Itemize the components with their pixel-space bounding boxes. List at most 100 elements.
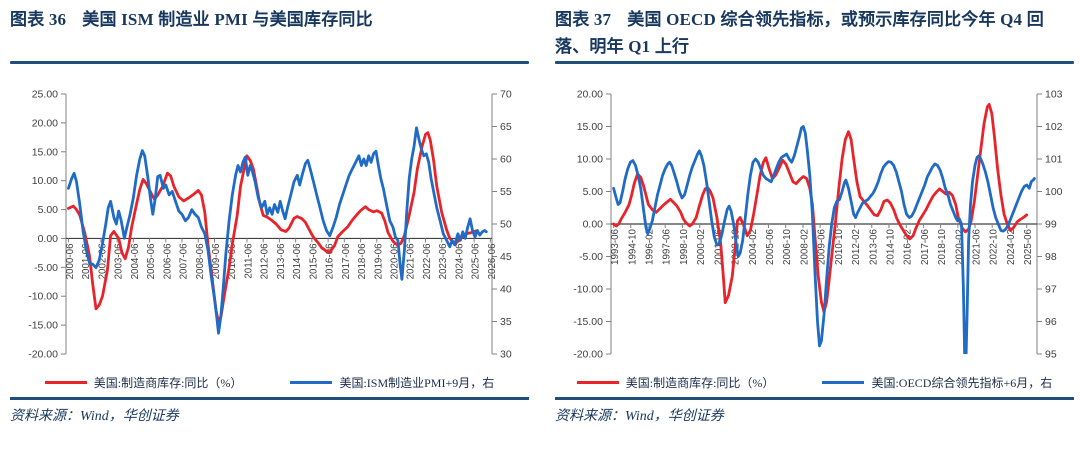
svg-text:2004-02: 2004-02 bbox=[748, 229, 759, 265]
svg-text:98: 98 bbox=[1045, 251, 1057, 263]
svg-text:2013-06: 2013-06 bbox=[276, 243, 287, 280]
svg-text:40: 40 bbox=[500, 284, 512, 296]
svg-text:-10.00: -10.00 bbox=[28, 291, 58, 303]
svg-text:2021-06: 2021-06 bbox=[406, 243, 417, 280]
red-line-swatch-icon bbox=[576, 380, 619, 384]
svg-text:2001-06: 2001-06 bbox=[81, 243, 92, 280]
svg-text:-15.00: -15.00 bbox=[573, 316, 603, 328]
svg-text:2009-06: 2009-06 bbox=[817, 228, 828, 265]
svg-text:2015-06: 2015-06 bbox=[308, 243, 319, 280]
red-line-swatch-icon bbox=[44, 380, 87, 384]
svg-text:2000-02: 2000-02 bbox=[696, 229, 707, 265]
svg-text:25.00: 25.00 bbox=[32, 89, 58, 101]
svg-text:20.00: 20.00 bbox=[32, 117, 58, 129]
svg-text:2012-06: 2012-06 bbox=[260, 243, 271, 280]
figure-title-text: 美国 ISM 制造业 PMI 与美国库存同比 bbox=[82, 10, 373, 29]
bottom-divider bbox=[10, 397, 529, 400]
svg-text:2018-10: 2018-10 bbox=[937, 228, 948, 265]
svg-text:99: 99 bbox=[1045, 219, 1057, 231]
svg-text:1993-06: 1993-06 bbox=[610, 228, 621, 265]
svg-text:2005-06: 2005-06 bbox=[146, 243, 157, 280]
svg-text:2026-06: 2026-06 bbox=[487, 243, 498, 280]
svg-text:0.00: 0.00 bbox=[583, 219, 604, 231]
svg-text:2014-10: 2014-10 bbox=[885, 228, 896, 265]
svg-text:30: 30 bbox=[500, 349, 512, 361]
legend-label: 美国:制造商库存:同比（%） bbox=[625, 375, 775, 390]
svg-text:2013-06: 2013-06 bbox=[868, 228, 879, 265]
svg-text:15.00: 15.00 bbox=[32, 146, 58, 158]
svg-text:2023-06: 2023-06 bbox=[438, 243, 449, 280]
svg-text:2016-06: 2016-06 bbox=[325, 243, 336, 280]
svg-text:2005-06: 2005-06 bbox=[765, 228, 776, 265]
svg-text:2018-06: 2018-06 bbox=[357, 243, 368, 280]
svg-text:10.00: 10.00 bbox=[577, 154, 603, 166]
chart-legend: 美国:制造商库存:同比（%） 美国:OECD综合领先指标+6月，右 bbox=[555, 372, 1074, 392]
svg-text:2020-06: 2020-06 bbox=[390, 243, 401, 280]
svg-text:101: 101 bbox=[1045, 154, 1063, 166]
svg-text:65: 65 bbox=[500, 121, 512, 133]
source-note: 资料来源：Wind，华创证券 bbox=[555, 409, 724, 424]
svg-text:97: 97 bbox=[1045, 284, 1057, 296]
svg-text:2003-06: 2003-06 bbox=[114, 243, 125, 280]
svg-text:10.00: 10.00 bbox=[32, 175, 58, 187]
svg-text:-15.00: -15.00 bbox=[28, 320, 58, 332]
figure-title-text: 美国 OECD 综合领先指标，或预示库存同比今年 Q4 回落、明年 Q1 上行 bbox=[555, 10, 1044, 56]
blue-line-swatch-icon bbox=[822, 380, 865, 384]
line-chart-oecd-inventory: 20.00 15.00 10.00 5.00 0.00 -5.00 -10.00 -15.00… bbox=[573, 89, 1063, 361]
chart-legend: 美国:制造商库存:同比（%） 美国:ISM制造业PMI+9月，右 bbox=[10, 372, 529, 392]
svg-text:2001-06: 2001-06 bbox=[713, 228, 724, 265]
svg-text:1994-10: 1994-10 bbox=[627, 228, 638, 265]
svg-text:2014-06: 2014-06 bbox=[292, 243, 303, 280]
svg-text:96: 96 bbox=[1045, 316, 1057, 328]
svg-text:35: 35 bbox=[500, 316, 512, 328]
figure-number: 图表 37 bbox=[555, 10, 612, 29]
svg-text:2020-02: 2020-02 bbox=[954, 229, 965, 265]
svg-text:0.00: 0.00 bbox=[38, 233, 59, 245]
svg-text:103: 103 bbox=[1045, 89, 1063, 101]
bottom-divider bbox=[555, 397, 1074, 400]
svg-text:100: 100 bbox=[1045, 186, 1063, 198]
svg-text:20.00: 20.00 bbox=[577, 89, 603, 101]
svg-text:15.00: 15.00 bbox=[577, 121, 603, 133]
svg-text:-10.00: -10.00 bbox=[573, 284, 603, 296]
figure-title: 图表 37 美国 OECD 综合领先指标，或预示库存同比今年 Q4 回落、明年 Q… bbox=[555, 6, 1074, 61]
figure-panel-right: 图表 37 美国 OECD 综合领先指标，或预示库存同比今年 Q4 回落、明年 Q… bbox=[555, 6, 1074, 451]
svg-text:2017-06: 2017-06 bbox=[341, 243, 352, 280]
svg-text:1996-02: 1996-02 bbox=[645, 229, 656, 265]
svg-text:2009-06: 2009-06 bbox=[211, 243, 222, 280]
svg-text:2019-06: 2019-06 bbox=[373, 243, 384, 280]
svg-text:2016-02: 2016-02 bbox=[903, 229, 914, 265]
svg-text:1997-06: 1997-06 bbox=[662, 228, 673, 265]
svg-text:2008-02: 2008-02 bbox=[799, 229, 810, 265]
svg-text:-20.00: -20.00 bbox=[573, 349, 603, 361]
legend-item-inventory: 美国:制造商库存:同比（%） bbox=[44, 374, 243, 391]
svg-text:-5.00: -5.00 bbox=[579, 251, 603, 263]
blue-line-swatch-icon bbox=[290, 380, 333, 384]
svg-text:2006-06: 2006-06 bbox=[162, 243, 173, 280]
svg-text:95: 95 bbox=[1045, 349, 1057, 361]
svg-text:5.00: 5.00 bbox=[583, 186, 604, 198]
svg-text:2004-06: 2004-06 bbox=[130, 243, 141, 280]
svg-text:102: 102 bbox=[1045, 121, 1063, 133]
svg-text:2011-06: 2011-06 bbox=[243, 243, 254, 279]
svg-text:70: 70 bbox=[500, 89, 512, 101]
svg-text:2000-06: 2000-06 bbox=[65, 243, 76, 280]
legend-label: 美国:ISM制造业PMI+9月，右 bbox=[339, 375, 495, 390]
svg-text:2022-10: 2022-10 bbox=[989, 228, 1000, 265]
svg-text:2017-06: 2017-06 bbox=[920, 228, 931, 265]
svg-text:5.00: 5.00 bbox=[38, 204, 59, 216]
svg-text:1998-10: 1998-10 bbox=[679, 228, 690, 265]
svg-text:2025-06: 2025-06 bbox=[471, 243, 482, 280]
svg-text:-20.00: -20.00 bbox=[28, 349, 58, 361]
figure-number: 图表 36 bbox=[10, 10, 67, 29]
svg-text:2025-06: 2025-06 bbox=[1023, 228, 1034, 265]
figure-title: 图表 36 美国 ISM 制造业 PMI 与美国库存同比 bbox=[10, 6, 529, 61]
legend-item-pmi: 美国:ISM制造业PMI+9月，右 bbox=[290, 374, 494, 391]
legend-label: 美国:制造商库存:同比（%） bbox=[93, 375, 243, 390]
svg-text:2010-06: 2010-06 bbox=[227, 243, 238, 280]
svg-text:2012-02: 2012-02 bbox=[851, 229, 862, 265]
svg-text:-5.00: -5.00 bbox=[34, 262, 58, 274]
svg-text:2022-06: 2022-06 bbox=[422, 243, 433, 280]
figure-panel-left: 图表 36 美国 ISM 制造业 PMI 与美国库存同比 25.00 20.00 15… bbox=[10, 6, 529, 451]
title-divider bbox=[555, 61, 1074, 64]
